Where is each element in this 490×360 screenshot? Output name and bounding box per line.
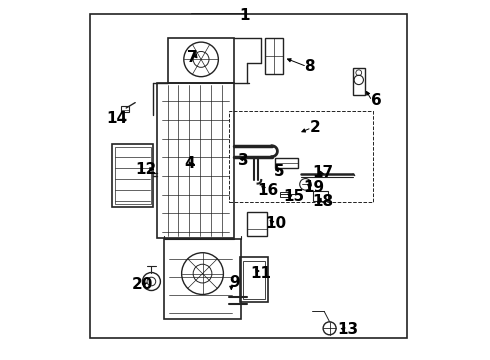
Text: 7: 7 bbox=[188, 50, 198, 65]
Text: 2: 2 bbox=[310, 120, 320, 135]
Bar bbox=[275, 158, 298, 168]
Text: 3: 3 bbox=[238, 153, 248, 168]
Text: 14: 14 bbox=[107, 111, 128, 126]
Text: 18: 18 bbox=[312, 194, 333, 209]
Bar bbox=[121, 106, 129, 112]
Text: 10: 10 bbox=[265, 216, 286, 231]
Bar bbox=[247, 212, 267, 236]
Text: 4: 4 bbox=[184, 156, 195, 171]
Text: 1: 1 bbox=[240, 8, 250, 23]
Text: 19: 19 bbox=[303, 180, 324, 195]
Bar bbox=[240, 257, 269, 302]
Text: 13: 13 bbox=[337, 322, 358, 337]
Bar bbox=[353, 68, 365, 95]
Bar bbox=[168, 38, 234, 83]
Bar bbox=[265, 38, 283, 74]
Text: 20: 20 bbox=[132, 277, 153, 292]
Text: 16: 16 bbox=[258, 183, 279, 198]
Bar bbox=[157, 83, 234, 238]
Bar bbox=[164, 239, 242, 319]
Text: 11: 11 bbox=[251, 266, 271, 281]
Text: 12: 12 bbox=[135, 162, 157, 177]
Bar bbox=[229, 111, 373, 202]
Bar bbox=[112, 144, 153, 207]
Text: 8: 8 bbox=[304, 59, 315, 74]
Text: 15: 15 bbox=[283, 189, 304, 204]
Bar bbox=[115, 147, 151, 204]
Text: 5: 5 bbox=[274, 163, 285, 179]
Bar bbox=[313, 191, 328, 201]
Bar bbox=[90, 14, 407, 338]
Bar bbox=[280, 192, 291, 197]
Bar bbox=[243, 261, 265, 299]
Text: 17: 17 bbox=[312, 165, 333, 180]
Text: 6: 6 bbox=[371, 93, 382, 108]
Text: 9: 9 bbox=[229, 275, 240, 290]
